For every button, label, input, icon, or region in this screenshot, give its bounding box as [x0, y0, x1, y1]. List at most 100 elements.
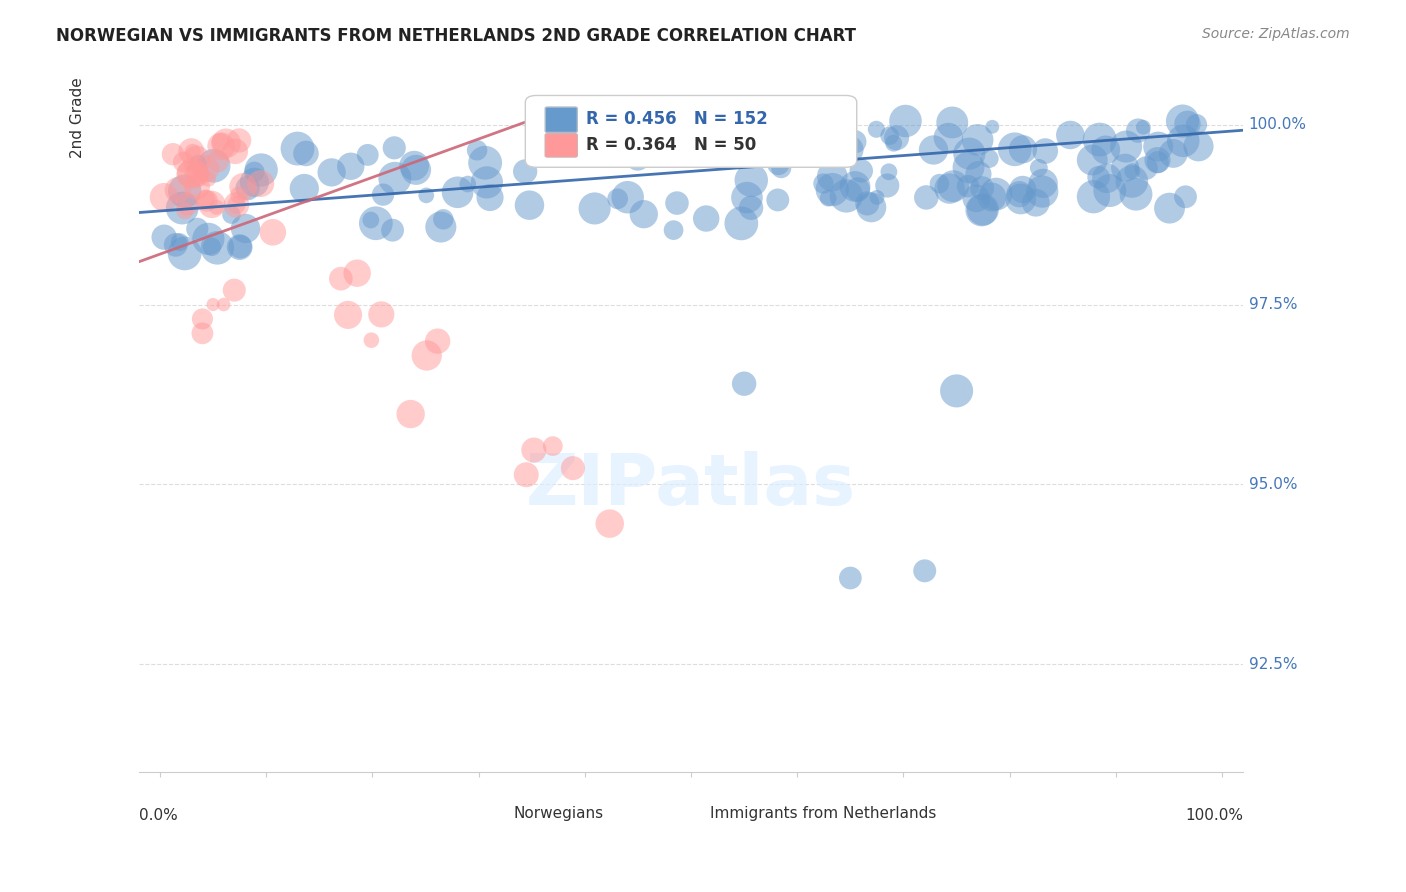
Point: [813, 177, 835, 191]
Point: [169, 235, 191, 249]
Text: 0.0%: 0.0%: [139, 808, 177, 823]
Point: [329, 271, 352, 285]
Point: [446, 186, 468, 200]
Point: [232, 179, 254, 194]
Point: [186, 167, 208, 181]
Point: [740, 201, 762, 215]
Point: [740, 173, 762, 187]
Point: [1094, 143, 1116, 157]
Point: [191, 312, 214, 326]
Point: [1126, 123, 1149, 137]
Text: ZIPatlas: ZIPatlas: [526, 450, 856, 520]
Point: [360, 213, 382, 227]
Point: [837, 140, 859, 154]
Point: [1012, 142, 1035, 156]
Point: [665, 196, 688, 211]
Point: [337, 308, 360, 322]
Point: [1087, 170, 1109, 185]
Point: [817, 191, 839, 205]
Point: [928, 177, 950, 191]
Point: [1132, 120, 1154, 135]
Point: [879, 128, 901, 143]
Point: [956, 179, 979, 194]
Point: [1008, 187, 1031, 202]
Point: [1004, 142, 1026, 156]
Point: [1032, 177, 1054, 191]
Point: [941, 115, 963, 129]
Point: [405, 162, 427, 177]
Point: [662, 223, 685, 237]
Point: [957, 146, 980, 161]
Point: [187, 156, 209, 170]
Point: [465, 143, 488, 157]
Point: [262, 225, 284, 239]
Point: [180, 145, 202, 159]
Point: [321, 165, 343, 179]
Text: Immigrants from Netherlands: Immigrants from Netherlands: [710, 805, 936, 821]
Point: [181, 166, 204, 180]
Point: [1115, 139, 1137, 153]
Point: [1185, 118, 1208, 132]
Point: [209, 135, 232, 149]
Point: [616, 190, 638, 204]
Point: [851, 164, 873, 178]
Point: [876, 178, 898, 193]
Point: [381, 223, 404, 237]
Point: [886, 130, 908, 145]
Point: [856, 196, 879, 211]
Text: Norwegians: Norwegians: [513, 805, 603, 821]
Point: [967, 167, 990, 181]
Point: [186, 153, 208, 167]
Point: [404, 159, 426, 173]
Point: [201, 240, 224, 254]
Point: [1033, 144, 1056, 158]
Point: [1135, 161, 1157, 175]
Point: [1161, 146, 1184, 161]
Point: [1081, 153, 1104, 167]
Point: [292, 181, 315, 195]
Point: [1059, 128, 1081, 142]
Point: [695, 211, 717, 226]
Point: [515, 467, 537, 482]
Point: [979, 152, 1001, 166]
Point: [191, 326, 214, 341]
Point: [838, 143, 860, 157]
Point: [1147, 139, 1170, 153]
Point: [194, 161, 217, 176]
Point: [172, 155, 194, 169]
FancyBboxPatch shape: [733, 802, 765, 825]
Point: [166, 183, 188, 197]
Point: [1114, 161, 1136, 175]
Point: [942, 179, 965, 194]
Point: [224, 145, 246, 159]
Point: [1011, 182, 1033, 196]
Point: [215, 136, 238, 151]
Point: [523, 443, 546, 458]
Point: [984, 187, 1007, 202]
Point: [1095, 171, 1118, 186]
Point: [370, 307, 392, 321]
Point: [229, 240, 252, 254]
Point: [474, 155, 496, 169]
Point: [515, 164, 537, 178]
Point: [1187, 139, 1209, 153]
Point: [606, 192, 628, 206]
Point: [915, 190, 938, 204]
Point: [972, 181, 994, 195]
Point: [1025, 195, 1047, 210]
Point: [207, 241, 229, 255]
Point: [794, 118, 817, 132]
Point: [1028, 161, 1050, 175]
Point: [981, 120, 1004, 134]
Point: [865, 122, 887, 136]
Point: [165, 238, 187, 252]
Text: 100.0%: 100.0%: [1249, 117, 1306, 132]
Point: [734, 124, 756, 138]
Point: [744, 117, 766, 131]
Point: [759, 129, 782, 144]
Point: [201, 197, 224, 211]
Point: [627, 151, 650, 165]
Point: [541, 439, 564, 453]
Point: [371, 187, 394, 202]
Point: [1159, 201, 1181, 215]
